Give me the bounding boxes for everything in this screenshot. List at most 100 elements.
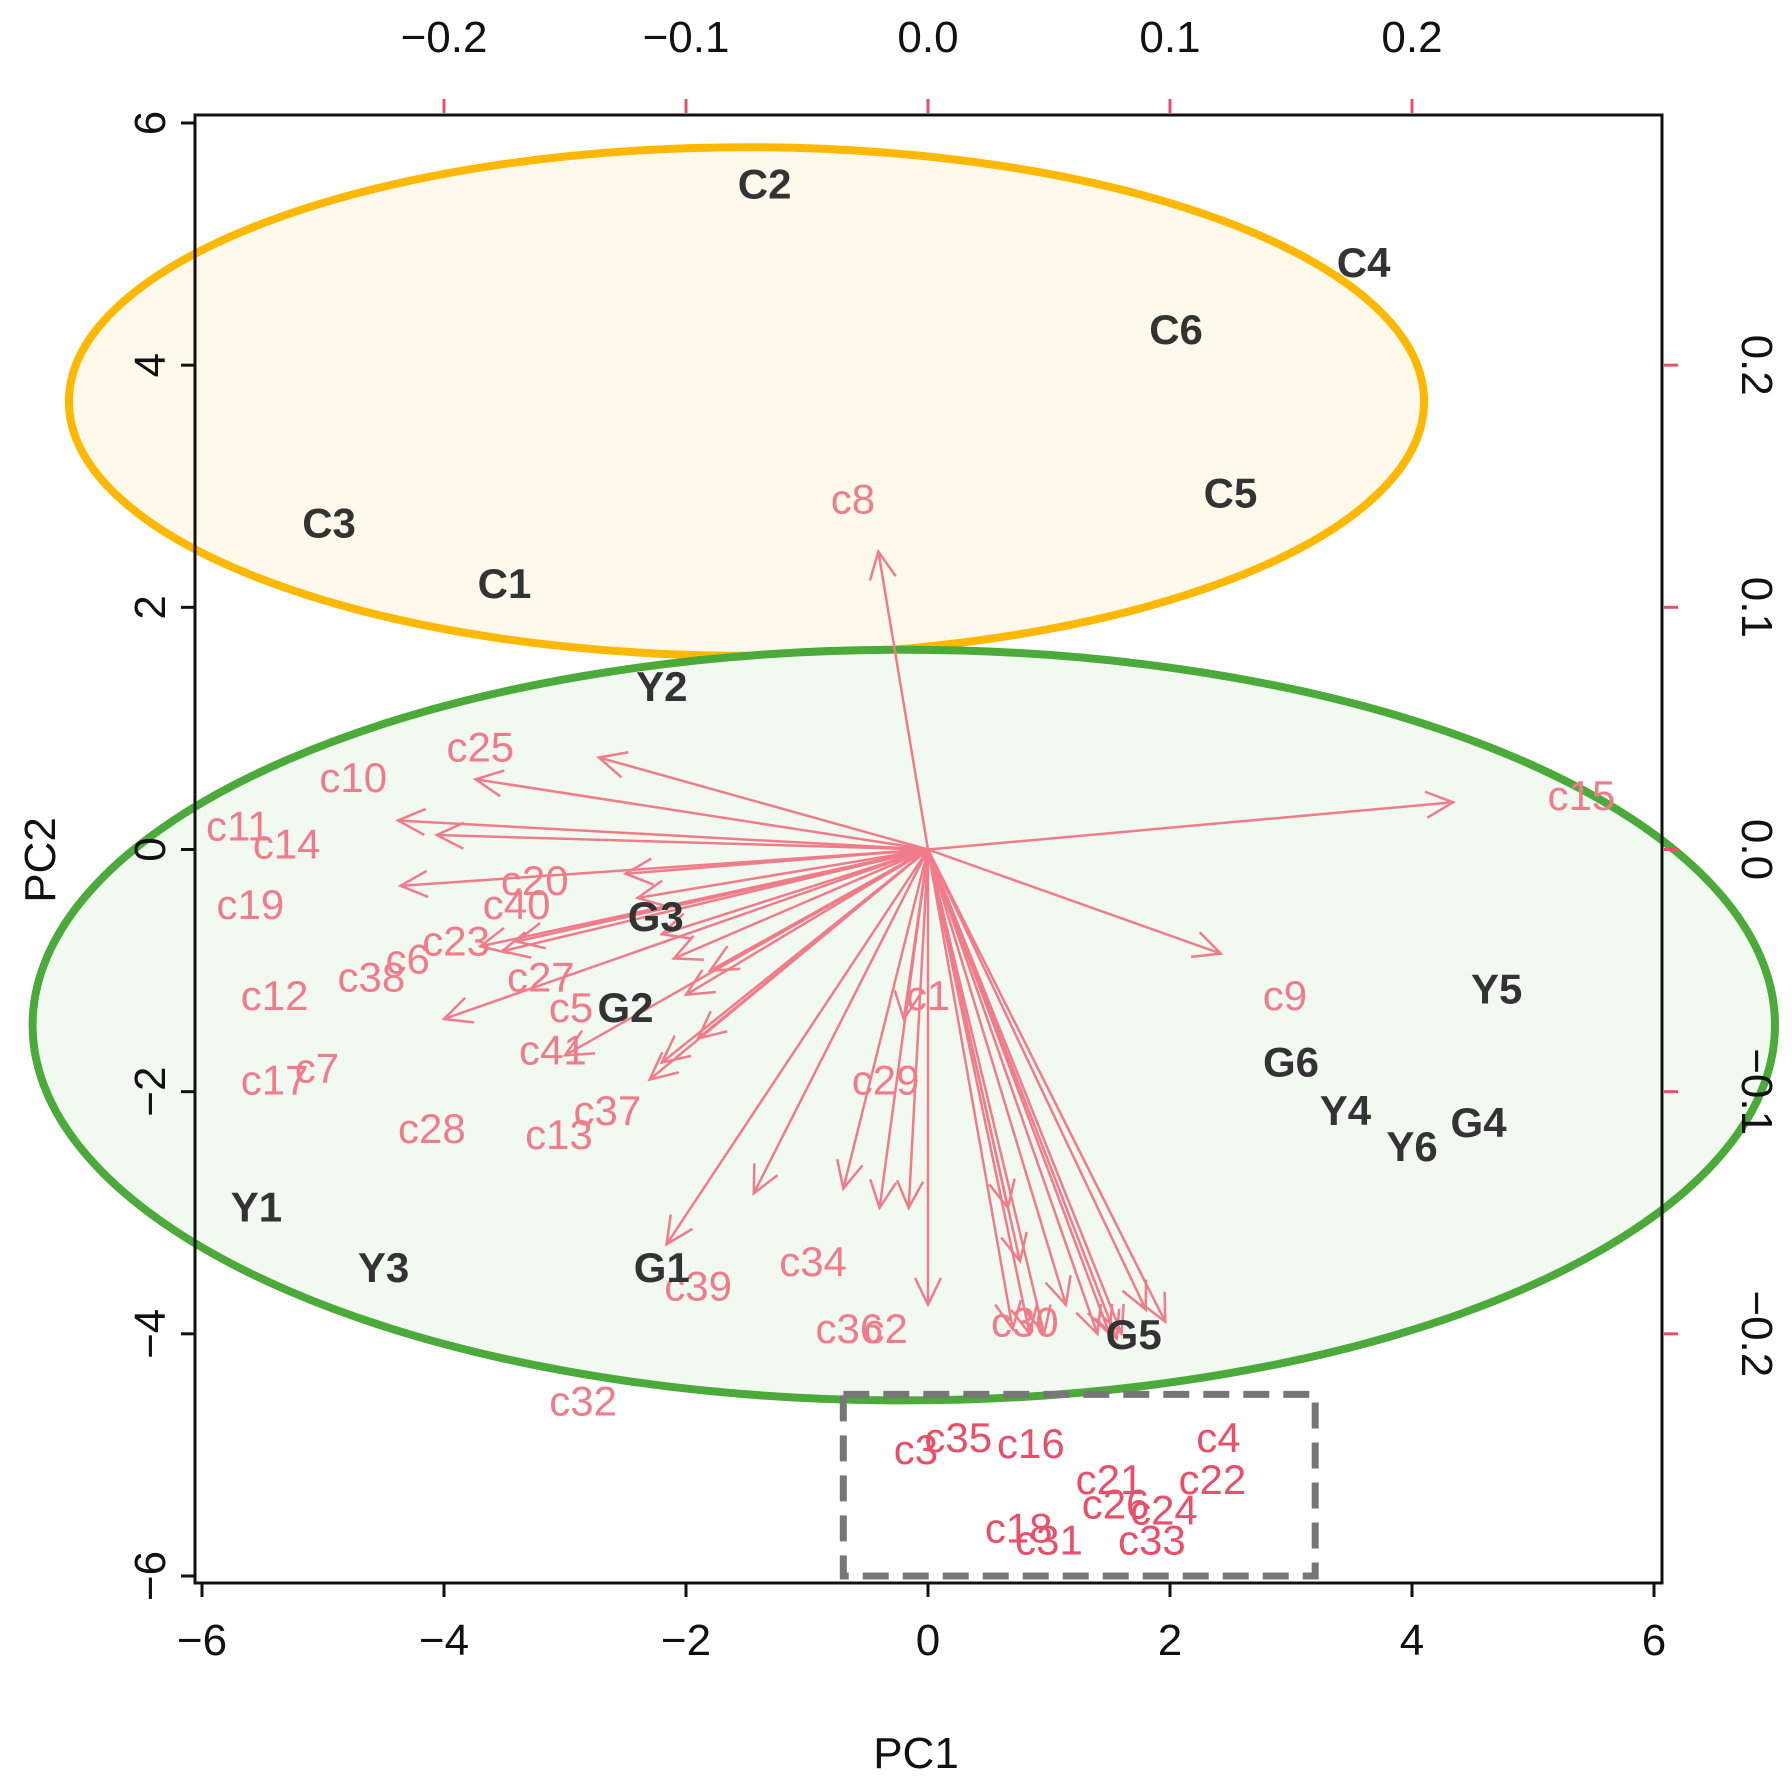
top-tick-label: 0.0 bbox=[897, 13, 958, 62]
y-tick-label: 6 bbox=[126, 111, 175, 135]
x-tick-label: 0 bbox=[916, 1616, 940, 1665]
loading-label-c18: c18 bbox=[985, 1505, 1053, 1552]
y-axis-title: PC2 bbox=[16, 817, 65, 903]
loading-label-c22: c22 bbox=[1178, 1456, 1246, 1503]
score-label-C6: C6 bbox=[1149, 306, 1203, 353]
y-tick-label: 0 bbox=[126, 837, 175, 861]
loading-label-c24: c24 bbox=[1130, 1486, 1198, 1533]
x-tick-label: 6 bbox=[1642, 1616, 1666, 1665]
loading-arrow-c9 bbox=[927, 848, 1224, 959]
loading-arrow-c4 bbox=[926, 848, 1148, 1313]
loading-arrow-c12 bbox=[441, 848, 929, 1024]
loading-label-c5: c5 bbox=[549, 984, 593, 1031]
top-tick-label: 0.1 bbox=[1139, 13, 1200, 62]
loading-arrow-c8 bbox=[868, 548, 930, 850]
loading-arrow-c10 bbox=[472, 769, 929, 851]
loading-arrow-c5 bbox=[671, 848, 929, 962]
loading-arrow-c32 bbox=[913, 849, 943, 1308]
loading-label-c10: c10 bbox=[319, 754, 387, 801]
loading-label-c27: c27 bbox=[507, 954, 575, 1001]
loading-label-c19: c19 bbox=[217, 881, 285, 928]
score-label-Y5: Y5 bbox=[1471, 966, 1522, 1013]
loading-label-c32: c32 bbox=[549, 1377, 617, 1424]
loading-label-c17: c17 bbox=[241, 1057, 309, 1104]
loading-arrow-c2 bbox=[895, 849, 930, 1211]
loading-label-c3: c3 bbox=[894, 1426, 938, 1473]
loading-label-c11: c11 bbox=[206, 802, 271, 849]
score-label-G2: G2 bbox=[597, 984, 653, 1031]
score-label-C1: C1 bbox=[478, 560, 532, 607]
loading-label-c41: c41 bbox=[519, 1026, 587, 1073]
loading-label-c9: c9 bbox=[1263, 972, 1307, 1019]
loading-arrow-c31 bbox=[926, 849, 1028, 1264]
y-tick-label: −6 bbox=[126, 1551, 175, 1601]
y-tick-label: 4 bbox=[126, 353, 175, 377]
loading-label-c34: c34 bbox=[779, 1238, 847, 1285]
loading-arrow-c25 bbox=[596, 750, 929, 851]
loading-label-c13: c13 bbox=[525, 1111, 593, 1158]
loading-arrow-c15 bbox=[927, 790, 1457, 851]
loading-label-c8: c8 bbox=[831, 475, 875, 522]
loading-arrow-c11 bbox=[395, 807, 929, 851]
x-axis-title: PC1 bbox=[873, 1729, 959, 1778]
score-label-G3: G3 bbox=[628, 893, 684, 940]
loading-label-c20: c20 bbox=[501, 857, 569, 904]
top-tick-label: 0.2 bbox=[1381, 13, 1442, 62]
loading-arrow-c20 bbox=[622, 848, 929, 886]
loading-arrow-c14 bbox=[433, 821, 929, 851]
loading-label-c15: c15 bbox=[1548, 772, 1616, 819]
loading-arrow-c39 bbox=[665, 848, 930, 1247]
loading-label-c16: c16 bbox=[997, 1420, 1065, 1467]
loading-label-c40: c40 bbox=[483, 881, 551, 928]
score-label-G1: G1 bbox=[634, 1244, 690, 1291]
loading-label-c1: c1 bbox=[906, 972, 950, 1019]
loading-arrow-c13 bbox=[647, 848, 929, 1082]
top-axis: −0.2 −0.1 0.0 0.1 0.2 bbox=[401, 13, 1443, 113]
loading-label-c25: c25 bbox=[446, 724, 514, 771]
x-tick-label: −4 bbox=[419, 1616, 469, 1665]
y-tick-label: 2 bbox=[126, 595, 175, 619]
top-tick-label: −0.1 bbox=[643, 13, 730, 62]
loading-label-c35: c35 bbox=[924, 1414, 992, 1461]
right-axis: −0.2 −0.1 0.0 0.1 0.2 bbox=[1664, 335, 1781, 1377]
right-tick-label: −0.2 bbox=[1732, 1290, 1781, 1377]
loading-arrow-c33 bbox=[926, 849, 1125, 1337]
loading-arrow-c24 bbox=[926, 849, 1114, 1337]
highlight-box bbox=[839, 1390, 1319, 1580]
loading-label-c29: c29 bbox=[852, 1057, 920, 1104]
score-label-C4: C4 bbox=[1337, 239, 1391, 286]
score-label-C5: C5 bbox=[1204, 469, 1258, 516]
loading-label-c26: c26 bbox=[1082, 1480, 1150, 1527]
loading-label-c2: c2 bbox=[863, 1305, 907, 1352]
loading-label-c30: c30 bbox=[991, 1299, 1059, 1346]
loading-arrow-c36 bbox=[869, 849, 930, 1211]
x-tick-label: 2 bbox=[1158, 1616, 1182, 1665]
loading-label-c33: c33 bbox=[1118, 1517, 1186, 1564]
score-label-G6: G6 bbox=[1263, 1038, 1319, 1085]
loading-label-c38: c38 bbox=[338, 954, 406, 1001]
loading-label-c37: c37 bbox=[573, 1087, 641, 1134]
group-ellipses bbox=[28, 143, 1779, 1405]
loading-label-c23: c23 bbox=[422, 917, 490, 964]
loading-label-c36: c36 bbox=[815, 1305, 883, 1352]
right-tick-label: 0.0 bbox=[1732, 819, 1781, 880]
loading-arrow-c3 bbox=[926, 849, 1023, 1332]
loading-label-c4: c4 bbox=[1196, 1414, 1240, 1461]
x-tick-label: −6 bbox=[177, 1616, 227, 1665]
loading-arrow-c28 bbox=[707, 848, 929, 972]
loading-label-c6: c6 bbox=[386, 935, 430, 982]
right-tick-label: −0.1 bbox=[1732, 1048, 1781, 1135]
score-label-C2: C2 bbox=[738, 161, 792, 208]
left-axis: −6 −4 −2 0 2 4 6 bbox=[126, 111, 197, 1601]
score-label-Y6: Y6 bbox=[1386, 1123, 1437, 1170]
loading-label-c28: c28 bbox=[398, 1105, 466, 1152]
score-label-Y3: Y3 bbox=[358, 1244, 409, 1291]
loading-arrow-c16 bbox=[926, 849, 1072, 1308]
loading-label-c7: c7 bbox=[295, 1044, 339, 1091]
loading-arrow-c35 bbox=[926, 849, 1052, 1337]
group-ellipse-c bbox=[64, 143, 1429, 660]
x-tick-label: 4 bbox=[1400, 1616, 1424, 1665]
y-tick-label: −2 bbox=[126, 1067, 175, 1117]
